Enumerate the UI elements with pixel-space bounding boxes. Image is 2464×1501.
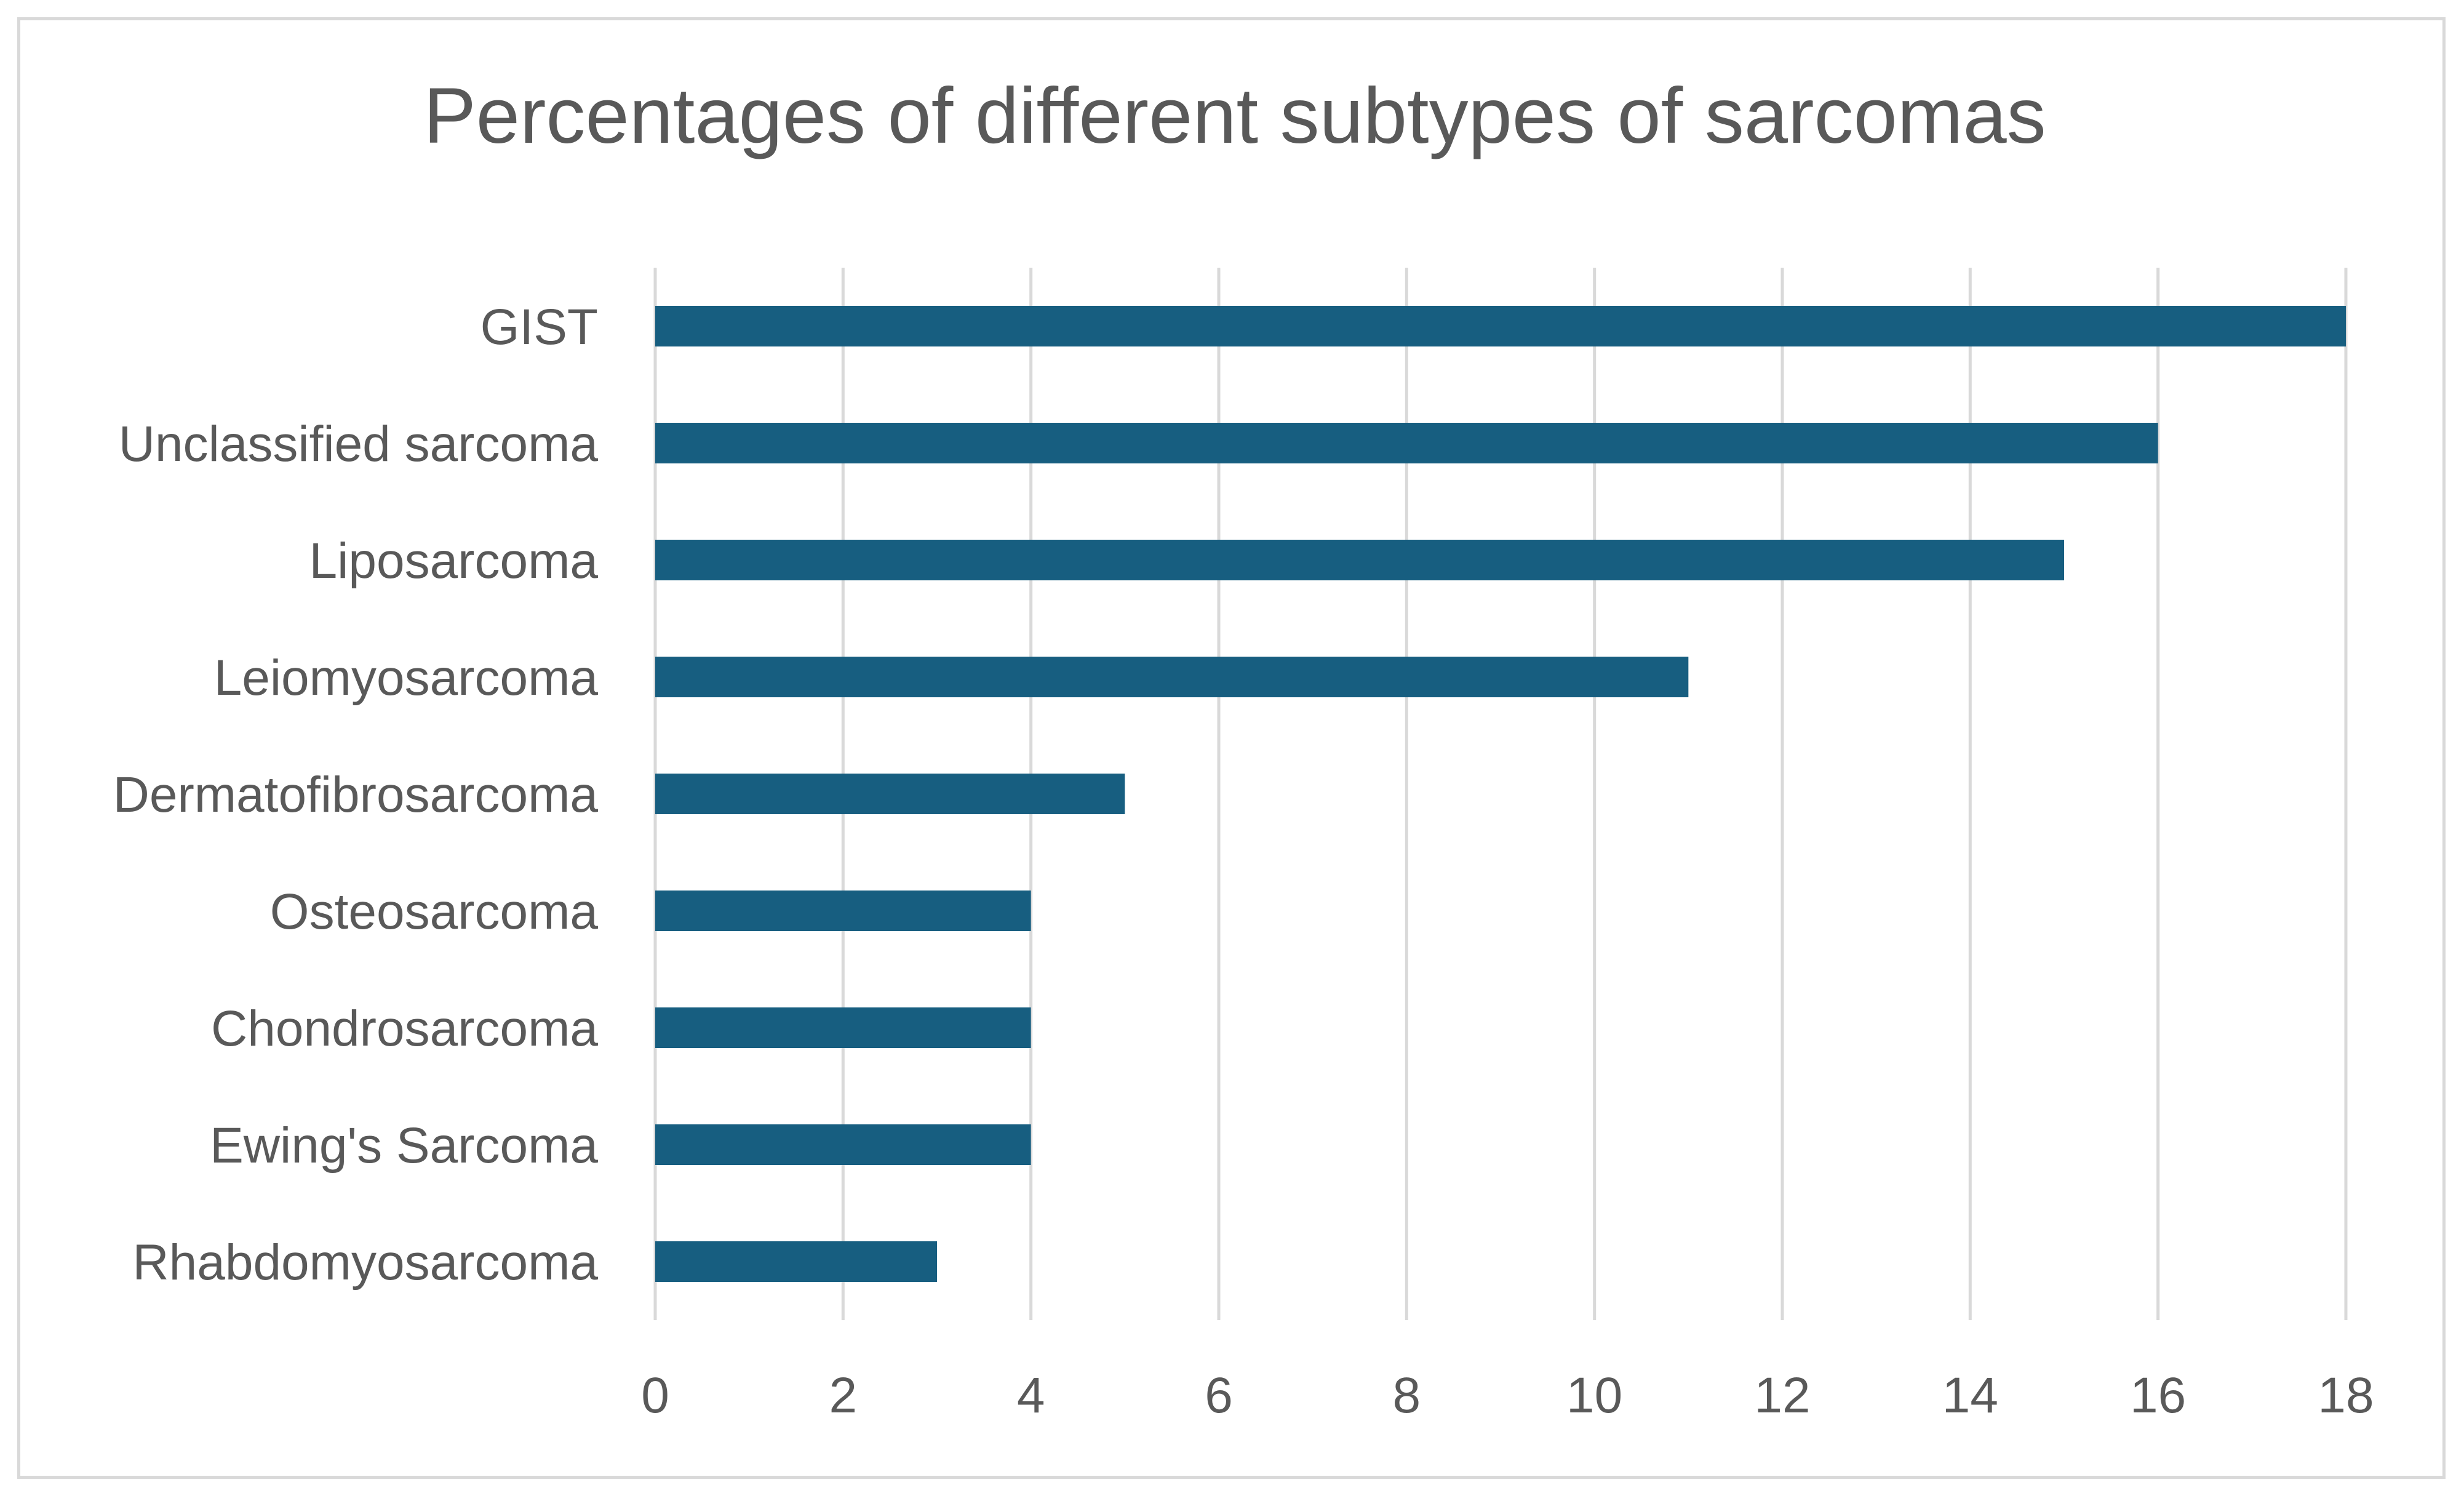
category-label: Osteosarcoma	[270, 884, 599, 940]
x-tick-label: 14	[1942, 1367, 1998, 1423]
bar	[655, 657, 1689, 697]
bar	[655, 774, 1125, 814]
x-tick-label: 2	[829, 1367, 858, 1423]
x-tick-label: 16	[2130, 1367, 2186, 1423]
category-label: Dermatofibrosarcoma	[113, 767, 599, 823]
bar	[655, 1007, 1031, 1048]
bar	[655, 1124, 1031, 1165]
bar	[655, 306, 2346, 346]
category-label: Chondrosarcoma	[211, 1001, 598, 1057]
x-tick-label: 8	[1393, 1367, 1421, 1423]
category-label: GIST	[480, 299, 598, 355]
bars	[655, 306, 2346, 1282]
bar	[655, 891, 1031, 931]
bar	[655, 540, 2064, 580]
bar	[655, 1241, 937, 1282]
category-label: Unclassified sarcoma	[119, 416, 599, 472]
x-tick-label: 18	[2318, 1367, 2374, 1423]
chart-frame	[17, 17, 2446, 1479]
chart-title: Percentages of different subtypes of sar…	[423, 72, 2046, 160]
category-label: Leiomyosarcoma	[214, 650, 599, 706]
x-tick-label: 12	[1754, 1367, 1810, 1423]
x-tick-label: 10	[1566, 1367, 1622, 1423]
x-tick-label: 4	[1017, 1367, 1045, 1423]
category-labels: GIST Unclassified sarcoma Liposarcoma Leiom…	[113, 299, 599, 1291]
x-tick-labels: 0 2 4 6 8 10 12 14 16 18	[641, 1367, 2374, 1423]
category-label: Rhabdomyosarcoma	[132, 1235, 598, 1291]
x-tick-label: 0	[641, 1367, 669, 1423]
category-label: Liposarcoma	[309, 533, 599, 589]
category-label: Ewing's Sarcoma	[210, 1118, 598, 1174]
bar	[655, 423, 2158, 463]
x-tick-label: 6	[1205, 1367, 1233, 1423]
